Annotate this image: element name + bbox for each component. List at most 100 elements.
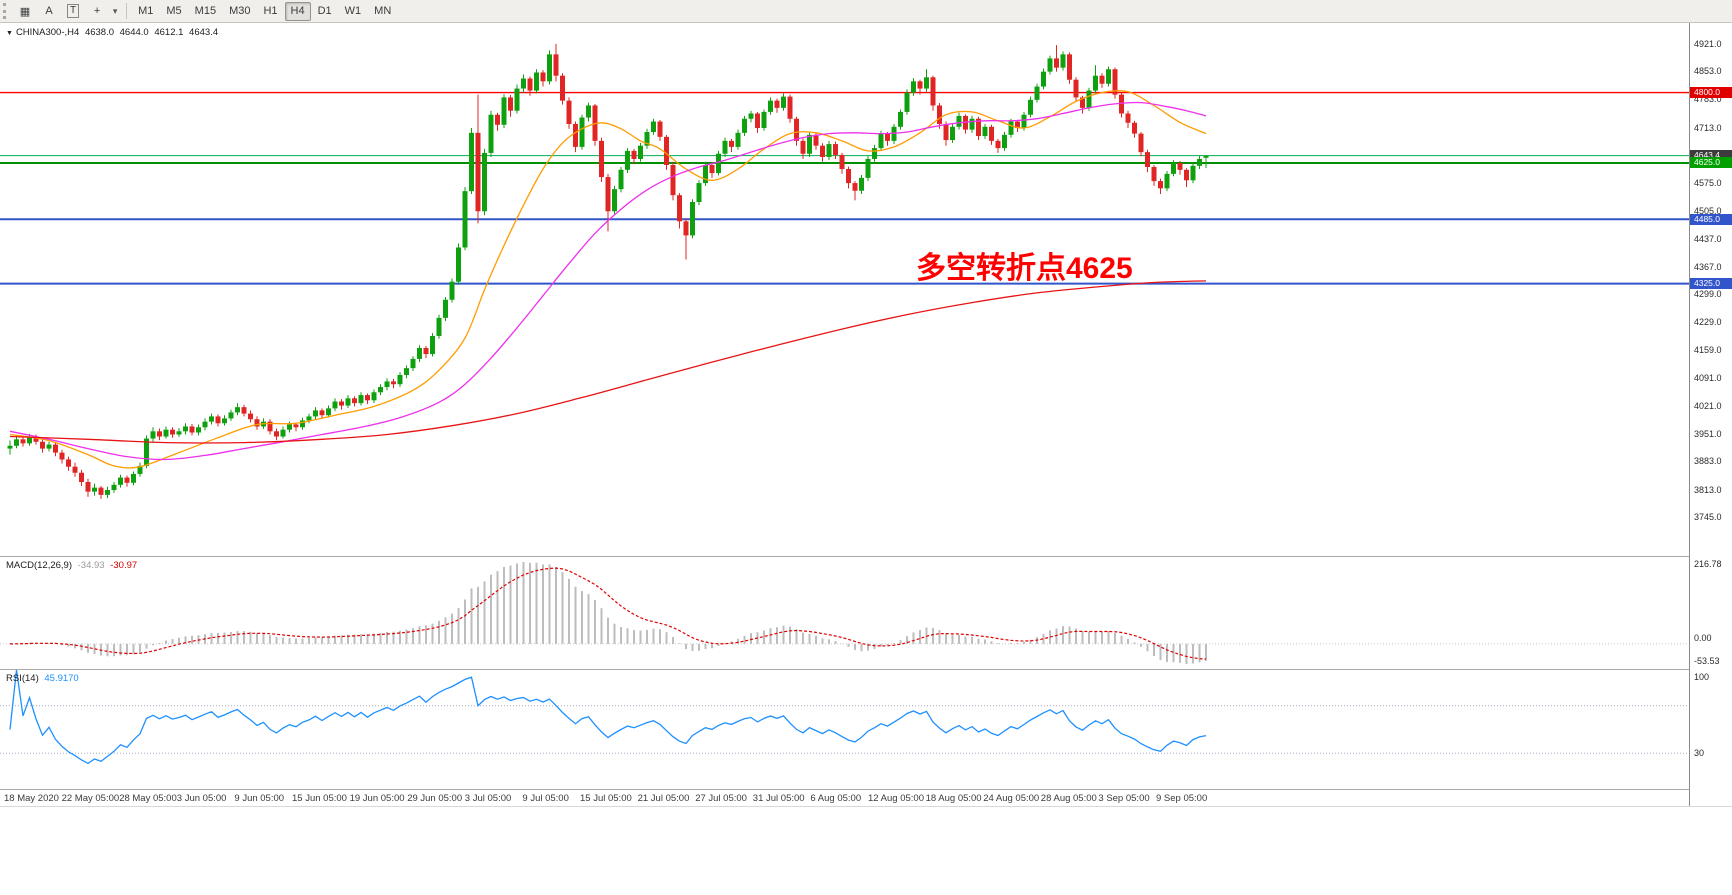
toolbar-grip[interactable] — [3, 3, 9, 19]
bottom-blank-area — [0, 807, 1732, 895]
price-tick: 4713.0 — [1694, 122, 1722, 133]
candle — [391, 379, 396, 389]
timeframe-h1[interactable]: H1 — [263, 5, 278, 17]
candle — [79, 469, 84, 487]
macd-scale-label: 0.00 — [1694, 632, 1712, 643]
high-value: 4644.0 — [119, 27, 149, 38]
timeframe-h4[interactable]: H4 — [284, 1, 311, 21]
candle — [735, 129, 741, 150]
time-label: 18 Aug 05:00 — [925, 793, 982, 804]
symbol-label: CHINA300-,H4 — [15, 27, 80, 38]
candle — [131, 471, 136, 486]
candle — [618, 167, 624, 193]
candle — [852, 181, 858, 201]
candle — [761, 109, 767, 131]
candle — [339, 399, 344, 410]
candle — [924, 69, 929, 92]
rsi-value: 45.9170 — [44, 673, 79, 684]
toolbar-separator — [126, 3, 128, 19]
rsi-scale-label: 100 — [1694, 672, 1710, 682]
candle — [319, 408, 325, 419]
candle — [950, 123, 955, 143]
candle — [202, 418, 208, 431]
candle — [833, 141, 838, 159]
timeframe-m5[interactable]: M5 — [166, 5, 182, 17]
annotation-text[interactable]: 多空转折点4625 — [916, 252, 1133, 285]
price-tick: 4229.0 — [1694, 317, 1722, 328]
candle — [891, 123, 897, 145]
candle — [274, 428, 279, 441]
candle — [495, 112, 500, 131]
candle — [384, 378, 390, 391]
candle — [66, 456, 71, 471]
time-label: 6 Aug 05:00 — [810, 793, 862, 804]
candle — [111, 481, 117, 493]
candle — [625, 148, 630, 174]
panel-separator-macd[interactable] — [0, 556, 1732, 557]
main-chart-canvas[interactable] — [0, 23, 1689, 556]
chart-bottom-edge — [0, 806, 1732, 807]
chart-grid-icon[interactable]: ▦ — [19, 5, 31, 18]
candle — [540, 70, 546, 87]
time-label: 19 Jun 05:00 — [349, 793, 405, 804]
panel-separator-time — [0, 789, 1732, 790]
time-label: 24 Aug 05:00 — [983, 793, 1040, 804]
candle — [46, 441, 52, 452]
collapse-chart-icon[interactable]: ▼ — [6, 30, 13, 37]
candle — [846, 166, 851, 189]
time-label: 9 Jul 05:00 — [522, 793, 569, 804]
candle — [228, 409, 234, 421]
candle — [1190, 162, 1196, 184]
price-tick: 3813.0 — [1694, 484, 1722, 495]
candle — [943, 121, 949, 146]
candle — [235, 403, 240, 416]
time-label: 22 May 05:00 — [61, 793, 120, 804]
tool-dropdown-icon[interactable]: ▾ — [112, 5, 118, 16]
macd-canvas[interactable] — [0, 557, 1689, 669]
timeframe-m30[interactable]: M30 — [229, 5, 251, 17]
candle — [397, 372, 403, 388]
candle — [1119, 92, 1124, 118]
price-axis[interactable]: 4921.0 4853.0 4783.0 4713.0 4575.0 4505.0 4437… — [1689, 23, 1732, 806]
candle — [885, 132, 890, 146]
crosshair-icon[interactable]: + — [93, 5, 101, 17]
rsi-canvas[interactable] — [0, 670, 1689, 789]
candle — [865, 156, 871, 182]
candle — [898, 109, 903, 130]
timeframe-d1[interactable]: D1 — [317, 5, 332, 17]
candle — [417, 345, 422, 363]
timeframe-m1[interactable]: M1 — [138, 5, 154, 17]
candle — [937, 103, 942, 129]
candle — [781, 93, 786, 111]
macd-scale-label: -53.53 — [1694, 656, 1720, 666]
ma-mid — [9, 101, 1207, 461]
candle — [514, 84, 520, 114]
candle — [92, 483, 97, 496]
price-tick: 4159.0 — [1694, 345, 1722, 356]
candle — [839, 152, 845, 174]
candle — [254, 416, 260, 430]
candle — [774, 98, 780, 113]
time-label: 29 Jun 05:00 — [407, 793, 463, 804]
candle — [1002, 132, 1007, 151]
candle — [989, 124, 994, 145]
candle — [709, 162, 715, 178]
time-label: 9 Sep 05:00 — [1156, 793, 1208, 804]
timeframe-w1[interactable]: W1 — [344, 5, 362, 17]
candle — [729, 138, 734, 153]
candle — [157, 428, 162, 441]
annotation-a-icon[interactable]: A — [45, 5, 53, 17]
timeframe-mn[interactable]: MN — [374, 5, 392, 17]
time-axis[interactable]: 18 May 2020 22 May 05:00 28 May 05:00 3 Jun… — [0, 790, 1689, 806]
candle — [904, 89, 910, 115]
panel-separator-rsi[interactable] — [0, 669, 1732, 670]
macd-title: MACD(12,26,9) — [6, 560, 72, 571]
candle — [527, 76, 533, 96]
candle — [7, 440, 13, 455]
text-tool-icon[interactable]: T — [61, 2, 85, 21]
macd-signal-line — [9, 567, 1207, 660]
candle — [547, 50, 552, 85]
candle — [176, 428, 182, 437]
time-label: 3 Jul 05:00 — [464, 793, 512, 804]
timeframe-m15[interactable]: M15 — [194, 5, 217, 17]
